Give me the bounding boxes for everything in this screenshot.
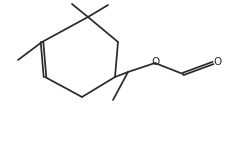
Text: O: O	[214, 57, 222, 67]
Text: O: O	[151, 57, 159, 67]
